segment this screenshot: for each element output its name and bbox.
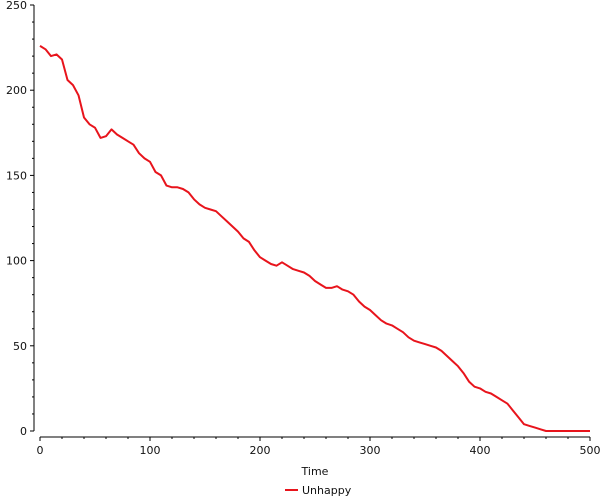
legend: Unhappy bbox=[285, 484, 352, 497]
y-tick-label: 100 bbox=[6, 255, 27, 268]
y-tick-label: 150 bbox=[6, 169, 27, 182]
series-layer bbox=[39, 45, 590, 432]
y-tick-label: 250 bbox=[6, 0, 27, 12]
x-tick-label: 200 bbox=[250, 444, 271, 457]
x-tick-label: 300 bbox=[360, 444, 381, 457]
y-axis: 0 50 100 150 200 250 bbox=[6, 0, 35, 438]
y-tick-label: 50 bbox=[13, 340, 27, 353]
x-tick-label: 100 bbox=[140, 444, 161, 457]
legend-label-unhappy: Unhappy bbox=[302, 484, 352, 497]
series-line-unhappy bbox=[39, 45, 590, 432]
x-axis: 0 100 200 300 400 500 bbox=[37, 436, 600, 457]
x-tick-label: 500 bbox=[580, 444, 600, 457]
x-tick-label: 400 bbox=[470, 444, 491, 457]
y-tick-label: 200 bbox=[6, 84, 27, 97]
x-axis-title: Time bbox=[301, 465, 329, 478]
y-tick-label: 0 bbox=[20, 425, 27, 438]
x-tick-label: 0 bbox=[37, 444, 44, 457]
